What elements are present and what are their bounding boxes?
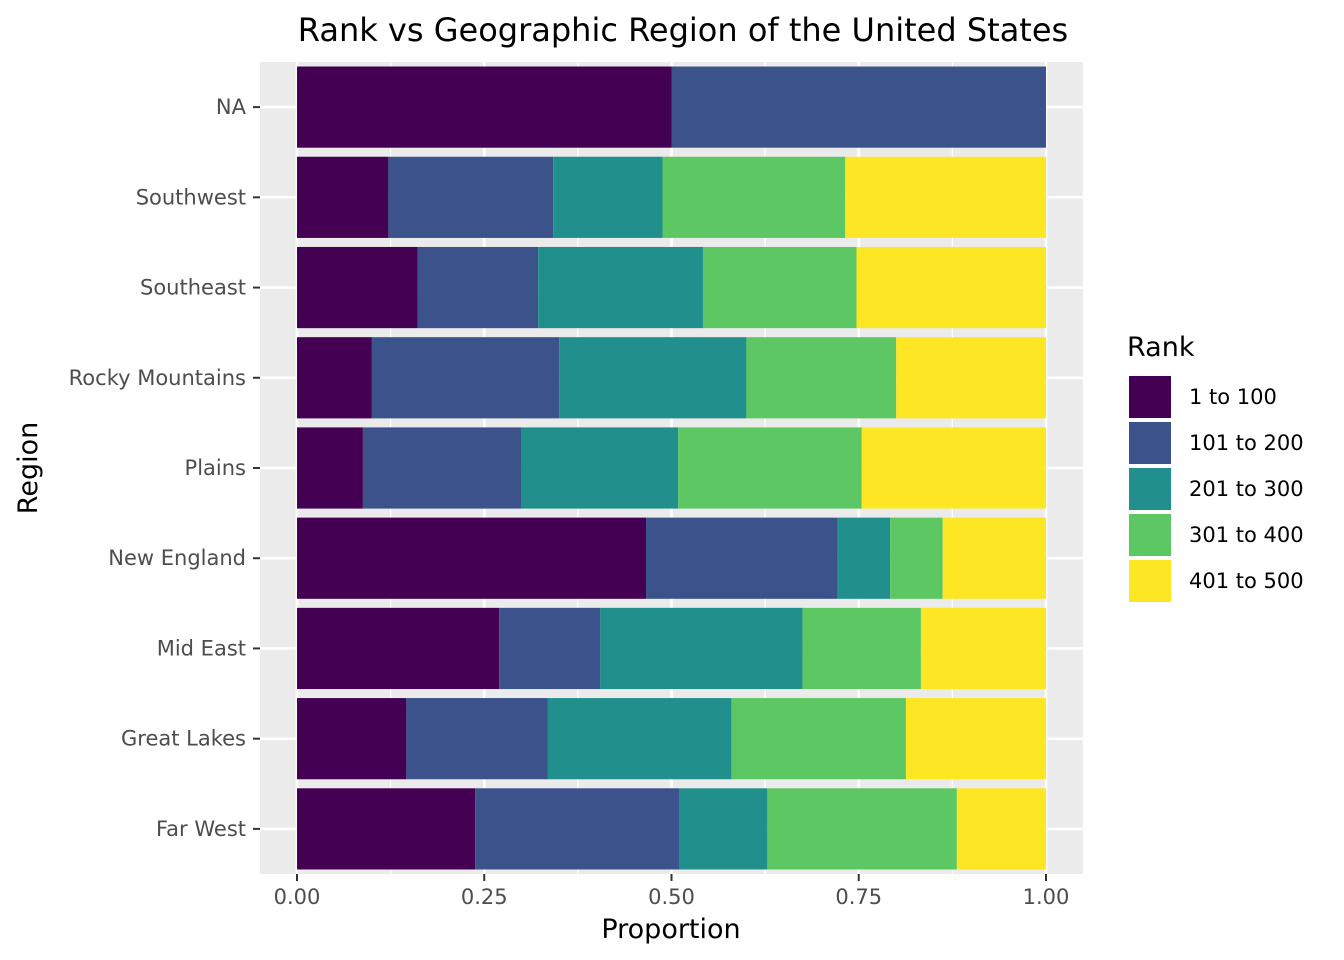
bar-segment xyxy=(767,788,957,870)
legend: Rank 1 to 100 101 to 200 201 to 300 301 to … xyxy=(1127,332,1304,602)
legend-label: 1 to 100 xyxy=(1189,385,1277,409)
bar-segment xyxy=(553,156,663,238)
bars xyxy=(297,66,1046,870)
y-tick-label: Great Lakes xyxy=(121,727,246,751)
x-tick-label: 0.25 xyxy=(461,885,508,909)
bar-segment xyxy=(746,337,897,419)
legend-title: Rank xyxy=(1127,332,1195,363)
bar-segment xyxy=(671,66,1046,148)
bar-segment xyxy=(371,337,560,419)
y-tick-label: Mid East xyxy=(157,636,246,660)
y-axis: Far West Great Lakes Mid East New England Pl… xyxy=(69,95,260,841)
bar-segment xyxy=(956,788,1046,870)
y-tick-label: Rocky Mountains xyxy=(69,366,246,390)
x-tick-label: 0.50 xyxy=(648,885,695,909)
x-axis-title: Proportion xyxy=(601,914,740,945)
legend-label: 201 to 300 xyxy=(1189,477,1304,501)
bar-segment xyxy=(362,427,522,509)
y-tick-label: Plains xyxy=(185,456,246,480)
bar-segment xyxy=(905,698,1046,780)
bar-segment xyxy=(600,607,803,690)
bar-segment xyxy=(731,698,906,780)
x-tick-label: 0.75 xyxy=(835,885,882,909)
bar-segment xyxy=(297,607,500,690)
bar-segment xyxy=(845,156,1046,238)
bar-segment xyxy=(297,698,407,780)
bar-segment xyxy=(920,607,1046,690)
bar-segment xyxy=(475,788,679,870)
y-tick-label: Southwest xyxy=(136,185,246,209)
y-tick-label: NA xyxy=(216,95,247,119)
y-tick-label: Southeast xyxy=(140,276,246,300)
y-tick-label: Far West xyxy=(156,817,246,841)
bar-segment xyxy=(297,246,418,329)
legend-label: 301 to 400 xyxy=(1189,523,1304,547)
legend-label: 101 to 200 xyxy=(1189,431,1304,455)
bar-segment xyxy=(499,607,601,690)
bar-segment xyxy=(297,517,647,599)
bar-segment xyxy=(559,337,747,419)
bar-segment xyxy=(678,427,862,509)
bar-segment xyxy=(678,788,768,870)
legend-key xyxy=(1129,514,1171,556)
bar-segment xyxy=(538,246,703,329)
bar-segment xyxy=(861,427,1046,509)
x-tick-label: 0.00 xyxy=(274,885,321,909)
bar-segment xyxy=(890,517,943,599)
bar-segment xyxy=(702,246,857,329)
y-tick-label: New England xyxy=(108,546,246,570)
y-axis-title: Region xyxy=(13,422,44,514)
legend-key xyxy=(1129,376,1171,418)
legend-key xyxy=(1129,422,1171,464)
x-tick-label: 1.00 xyxy=(1023,885,1070,909)
bar-segment xyxy=(297,66,672,148)
bar-segment xyxy=(856,246,1046,329)
bar-segment xyxy=(388,156,554,238)
legend-key xyxy=(1129,468,1171,510)
x-axis: 0.00 0.25 0.50 0.75 1.00 xyxy=(274,874,1070,909)
bar-segment xyxy=(406,698,548,780)
bar-segment xyxy=(942,517,1046,599)
bar-segment xyxy=(646,517,838,599)
bar-segment xyxy=(896,337,1046,419)
legend-key xyxy=(1129,560,1171,602)
bar-segment xyxy=(837,517,891,599)
bar-segment xyxy=(297,337,372,419)
bar-segment xyxy=(417,246,539,329)
bar-segment xyxy=(547,698,732,780)
bar-segment xyxy=(662,156,846,238)
bar-segment xyxy=(802,607,921,690)
bar-segment xyxy=(297,788,476,870)
bar-segment xyxy=(297,427,363,509)
chart-title: Rank vs Geographic Region of the United … xyxy=(298,11,1068,49)
bar-segment xyxy=(297,156,389,238)
legend-label: 401 to 500 xyxy=(1189,569,1304,593)
bar-segment xyxy=(521,427,679,509)
